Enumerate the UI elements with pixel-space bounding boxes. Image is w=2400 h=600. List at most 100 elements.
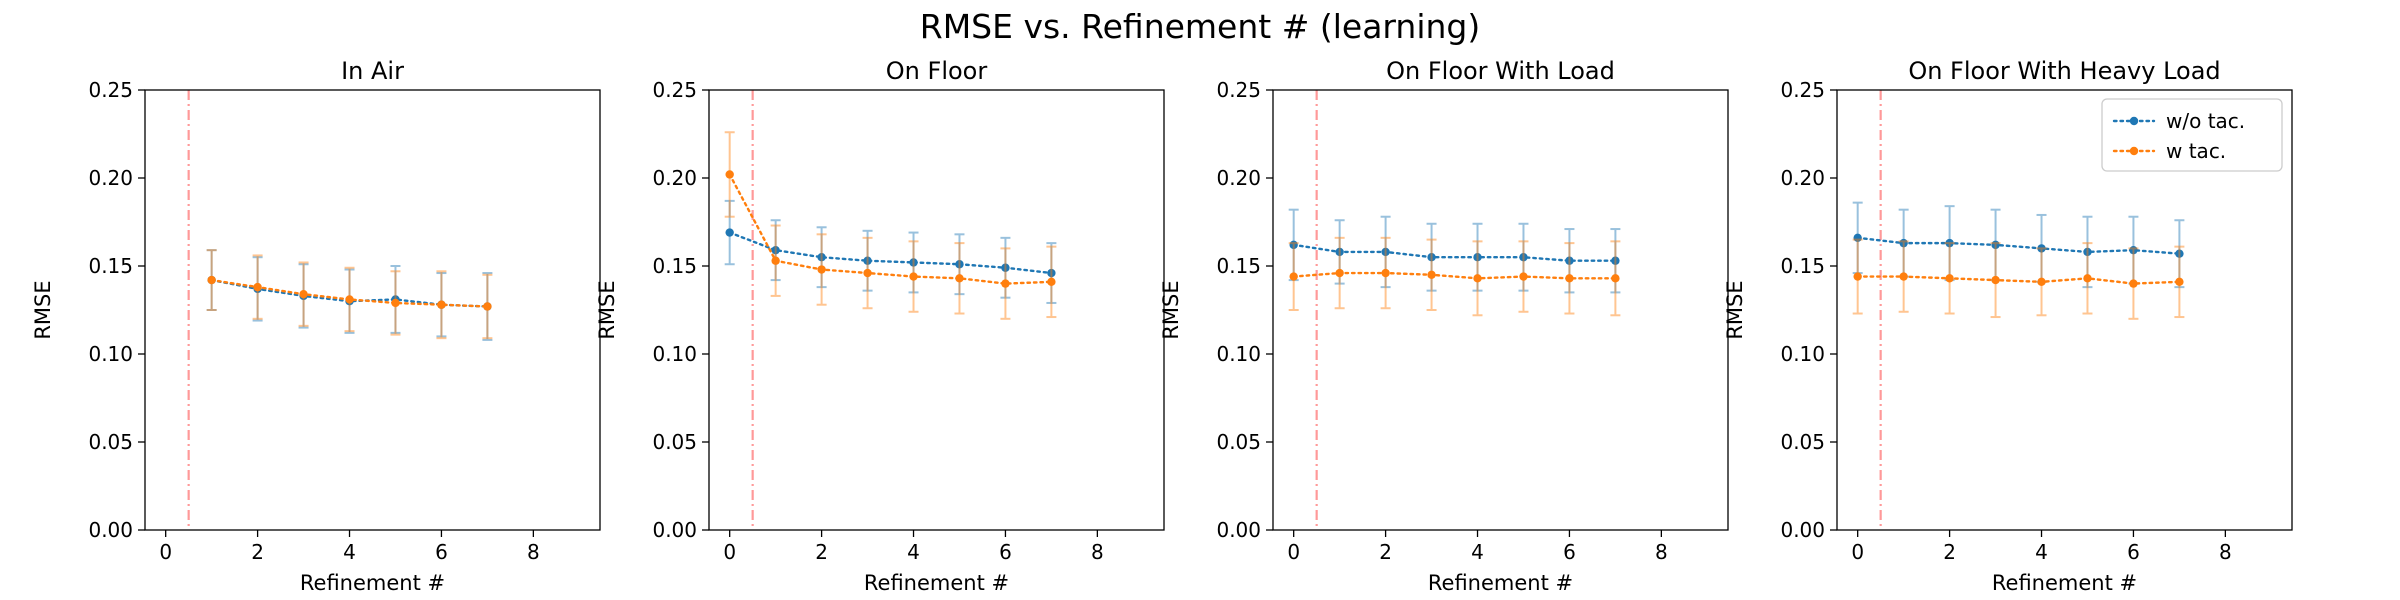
legend-box [2101, 98, 2283, 172]
y-tick-label: 0.05 [652, 430, 697, 454]
data-point [483, 302, 492, 311]
plot-frame [144, 89, 601, 531]
data-point [1611, 274, 1620, 283]
data-point [2129, 279, 2138, 288]
data-point [2129, 245, 2138, 255]
panel-title: On Floor With Heavy Load [1908, 57, 2220, 85]
data-point [1611, 256, 1620, 265]
data-point [1565, 274, 1574, 283]
y-tick-label: 0.15 [88, 254, 133, 278]
data-point [1381, 247, 1390, 257]
data-point [1899, 238, 1908, 248]
plot-frame [708, 89, 1165, 531]
series-line [1856, 236, 2181, 255]
x-tick-label: 0 [159, 540, 172, 564]
y-tick-label: 0.00 [1216, 518, 1261, 542]
data-point [299, 289, 308, 299]
data-point [1565, 256, 1574, 265]
y-tick-label: 0.15 [652, 254, 697, 278]
series-w-tac [206, 249, 493, 340]
series-line [728, 231, 1053, 275]
x-tick-label: 0 [1287, 540, 1300, 564]
data-point [1289, 272, 1298, 281]
figure-title: RMSE vs. Refinement # (learning) [920, 7, 1480, 46]
x-tick-label: 4 [1471, 540, 1484, 564]
y-tick-label: 0.10 [1216, 342, 1261, 366]
x-tick-label: 4 [2035, 540, 2048, 564]
data-point [2175, 249, 2184, 258]
data-point [1001, 263, 1010, 272]
x-tick-label: 0 [1851, 540, 1864, 564]
panel-3: On Floor With Load 0 2 4 6 8 0.00 0.05 0.10 0.15 0… [1159, 57, 1729, 595]
data-point [1853, 233, 1862, 243]
data-point [909, 272, 918, 281]
y-axis-label: RMSE [31, 280, 55, 339]
x-tick-label: 2 [1379, 540, 1392, 564]
y-tick-label: 0.25 [1216, 78, 1261, 102]
legend-label: w/o tac. [2166, 109, 2245, 133]
y-tick-label: 0.25 [88, 78, 133, 102]
data-point [1519, 272, 1528, 281]
x-tick-label: 8 [1655, 540, 1668, 564]
x-axis-label: Refinement # [864, 571, 1009, 595]
x-tick-label: 8 [2219, 540, 2232, 564]
x-axis-label: Refinement # [1428, 571, 1573, 595]
data-point [1519, 253, 1528, 262]
y-tick-label: 0.10 [652, 342, 697, 366]
data-point [1991, 275, 2000, 285]
data-point [909, 258, 918, 267]
y-tick-label: 0.05 [1216, 430, 1261, 454]
data-point [2083, 247, 2092, 257]
panel-title: On Floor [886, 57, 988, 85]
y-tick-label: 0.15 [1216, 254, 1261, 278]
x-tick-label: 8 [527, 540, 540, 564]
data-point [207, 275, 216, 285]
data-point [771, 245, 780, 255]
data-point [1381, 268, 1390, 278]
legend-swatch-marker [2129, 116, 2139, 126]
x-tick-label: 6 [1563, 540, 1576, 564]
y-tick-label: 0.15 [1780, 254, 1825, 278]
data-point [771, 256, 780, 265]
x-tick-label: 6 [435, 540, 448, 564]
panel-2: On Floor 0 2 4 6 8 0.00 0.05 0.10 0.15 0.20 0.25 Ref… [595, 57, 1165, 595]
data-point [1047, 277, 1056, 287]
data-point [1853, 272, 1862, 281]
y-tick-label: 0.25 [652, 78, 697, 102]
data-point [725, 228, 734, 237]
panel-4: On Floor With Heavy Load 0 2 4 6 8 0.00 0.05 0.1… [1723, 57, 2293, 595]
data-point [817, 265, 826, 274]
data-point [2037, 244, 2046, 253]
y-tick-label: 0.00 [652, 518, 697, 542]
series-wo-tac [724, 199, 1057, 304]
y-tick-label: 0.00 [1780, 518, 1825, 542]
x-tick-label: 0 [723, 540, 736, 564]
y-axis-label: RMSE [595, 280, 619, 339]
data-point [863, 268, 872, 278]
data-point [437, 300, 446, 309]
data-point [1335, 247, 1344, 257]
plot-frame [1272, 89, 1729, 531]
y-tick-label: 0.20 [652, 166, 697, 190]
y-tick-label: 0.05 [88, 430, 133, 454]
y-tick-label: 0.05 [1780, 430, 1825, 454]
legend: w/o tac. w tac. [2101, 98, 2283, 172]
x-tick-label: 4 [907, 540, 920, 564]
legend-swatch-marker [2129, 146, 2139, 156]
data-point [817, 253, 826, 262]
data-point [955, 274, 964, 283]
x-tick-label: 8 [1091, 540, 1104, 564]
series-w-tac [724, 131, 1057, 320]
data-point [863, 256, 872, 265]
x-axis-label: Refinement # [1992, 571, 2137, 595]
series-line [1292, 271, 1617, 280]
y-tick-label: 0.20 [1780, 166, 1825, 190]
data-point [1899, 272, 1908, 281]
panel-1: In Air 0 2 4 6 8 0.00 0.05 0.10 0.15 0.20 0.25 Refin… [31, 57, 601, 595]
series-line [1292, 243, 1617, 262]
data-point [253, 282, 262, 292]
y-tick-label: 0.20 [88, 166, 133, 190]
y-tick-label: 0.20 [1216, 166, 1261, 190]
data-point [1473, 274, 1482, 283]
